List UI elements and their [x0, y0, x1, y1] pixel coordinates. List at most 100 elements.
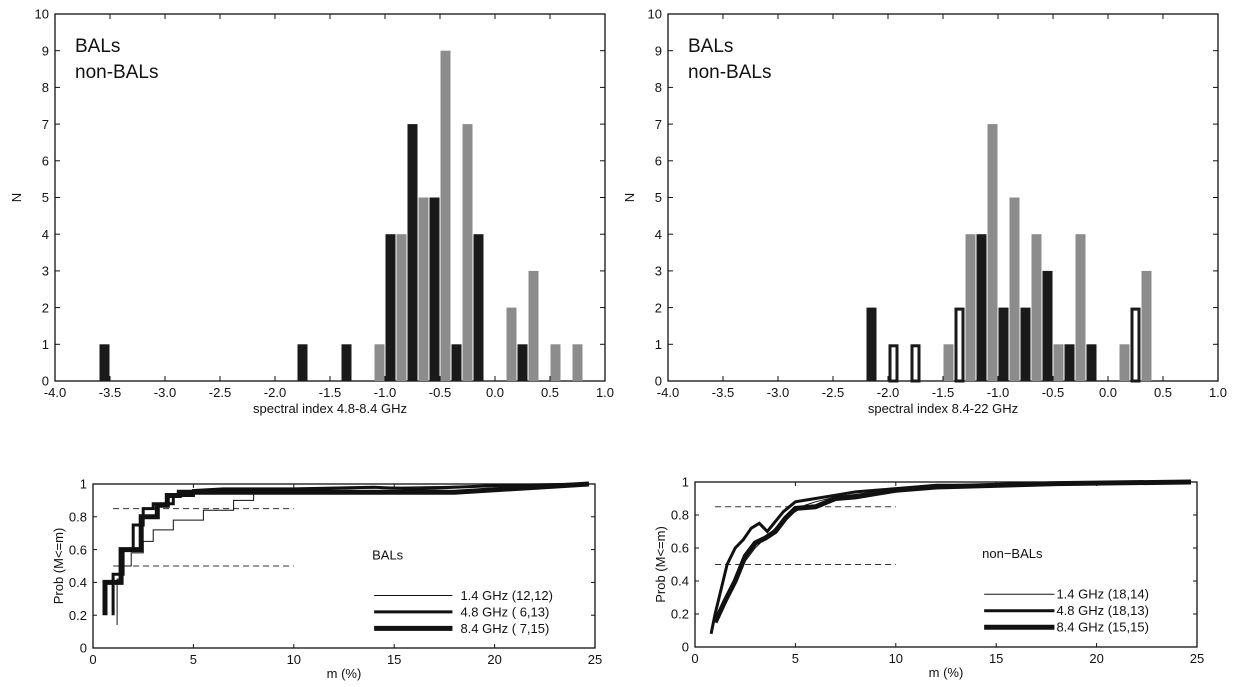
x-tick-label: -2.0 — [264, 385, 286, 400]
bar — [1075, 234, 1086, 381]
bar — [374, 344, 385, 381]
x-tick-label: -3.0 — [767, 385, 789, 400]
y-tick-label: 0.4 — [69, 575, 87, 590]
histogram-panel-2: -4.0 -3.5 -3.0 -2.5 -2.0 -1.5 -1.0 -0.5 0.0 0.5 1.… — [622, 7, 1227, 416]
y-tick-label: 3 — [42, 264, 49, 279]
x-tick-label: -0.5 — [1042, 385, 1064, 400]
legend-entry-non-bals: non-BALs — [688, 62, 771, 83]
x-tick-label: -2.5 — [822, 385, 844, 400]
x-tick-label: 20 — [487, 652, 501, 667]
cdf-line — [102, 481, 590, 616]
x-tick-label: -2.5 — [209, 385, 231, 400]
bar — [297, 344, 308, 381]
y-tick-label: 3 — [655, 264, 662, 279]
x-tick-label: 10 — [287, 652, 301, 667]
y-tick-label: 10 — [35, 7, 49, 22]
x-tick-label: -2.0 — [877, 385, 899, 400]
cdf-line — [712, 479, 1192, 624]
x-axis-label: m (%) — [327, 666, 362, 681]
legend-entry: 4.8 GHz (18,13) — [1056, 603, 1149, 618]
x-tick-label: 25 — [1190, 651, 1204, 666]
bar-hollow — [1130, 307, 1141, 383]
legend-entry: 8.4 GHz (15,15) — [1056, 620, 1149, 635]
cdf-panel-1: 0 5 10 15 20 25 0 0.2 0.4 0.6 0.8 1 BALs 1.4 GHz (12,… — [51, 477, 602, 681]
x-tick-label: 15 — [989, 651, 1003, 666]
y-tick-label: 0 — [655, 374, 662, 389]
bar — [396, 234, 407, 381]
x-tick-label: 25 — [588, 652, 602, 667]
bar — [965, 234, 976, 381]
bar-hollow — [910, 344, 921, 383]
y-tick-label: 0.8 — [671, 508, 689, 523]
x-axis-label: spectral index 4.8-8.4 GHz — [253, 401, 407, 416]
bar-hollow — [888, 344, 899, 383]
x-tick-label: 0.0 — [486, 385, 504, 400]
bar — [528, 270, 539, 381]
bar — [1119, 344, 1130, 381]
y-tick-label: 4 — [655, 227, 662, 242]
bar — [451, 344, 462, 381]
x-tick-label: -1.0 — [987, 385, 1009, 400]
legend-entry: 8.4 GHz ( 7,15) — [460, 621, 549, 636]
x-tick-label: 5 — [792, 651, 799, 666]
bar — [99, 344, 110, 381]
y-tick-label: 8 — [655, 80, 662, 95]
x-axis-label: spectral index 8.4-22 GHz — [868, 401, 1018, 416]
x-tick-label: 0.0 — [1099, 385, 1117, 400]
x-tick-label: 15 — [387, 652, 401, 667]
legend-entry-bals: BALs — [75, 36, 120, 57]
bar — [1031, 234, 1042, 381]
y-tick-label: 2 — [655, 300, 662, 315]
y-tick-label: 1 — [80, 477, 87, 492]
bar — [462, 124, 473, 381]
bar — [976, 234, 987, 381]
x-tick-label: 0 — [691, 651, 698, 666]
bar-hollow — [954, 307, 965, 383]
plot-frame — [92, 483, 596, 649]
y-tick-label: 0 — [682, 640, 689, 655]
y-tick-label: 5 — [655, 190, 662, 205]
bar — [517, 344, 528, 381]
bar — [440, 50, 451, 381]
bar — [943, 344, 954, 381]
bar — [407, 124, 418, 381]
x-tick-label: 1.0 — [1209, 385, 1227, 400]
x-tick-label: 0.5 — [541, 385, 559, 400]
bar — [1009, 197, 1020, 381]
y-tick-label: 0.6 — [69, 542, 87, 557]
bar — [429, 197, 440, 381]
legend-entry: 1.4 GHz (12,12) — [460, 588, 553, 603]
x-tick-label: -1.5 — [319, 385, 341, 400]
y-tick-label: 1 — [682, 475, 689, 490]
y-tick-label: 7 — [655, 117, 662, 132]
histogram-panel-1: -4.0 -3.5 -3.0 -2.5 -2.0 -1.5 -1.0 -0.5 0.0 0.5 1.… — [9, 7, 614, 416]
legend-entry: 4.8 GHz ( 6,13) — [460, 604, 549, 619]
y-tick-label: 8 — [42, 80, 49, 95]
bar — [987, 124, 998, 381]
x-tick-label: -3.5 — [99, 385, 121, 400]
x-axis-label: m (%) — [929, 665, 964, 680]
y-tick-label: 2 — [42, 300, 49, 315]
y-tick-label: 0.4 — [671, 574, 689, 589]
y-tick-label: 4 — [42, 227, 49, 242]
x-tick-label: -1.0 — [374, 385, 396, 400]
y-tick-label: 0 — [80, 641, 87, 656]
x-tick-label: 10 — [889, 651, 903, 666]
y-tick-label: 0.6 — [671, 541, 689, 556]
bar — [1086, 344, 1097, 381]
x-tick-label: -3.0 — [154, 385, 176, 400]
bar — [1042, 270, 1053, 381]
bar — [1064, 344, 1075, 381]
y-tick-label: 9 — [42, 43, 49, 58]
x-tick-label: 0 — [89, 652, 96, 667]
y-tick-label: 6 — [655, 153, 662, 168]
y-tick-label: 0.2 — [671, 607, 689, 622]
y-tick-label: 5 — [42, 190, 49, 205]
x-tick-label: -4.0 — [657, 385, 679, 400]
plot-frame — [694, 481, 1198, 648]
panel-annotation: non−BALs — [982, 546, 1043, 561]
bar — [385, 234, 396, 381]
legend-entry: 1.4 GHz (18,14) — [1056, 587, 1149, 602]
bar — [1141, 270, 1152, 381]
